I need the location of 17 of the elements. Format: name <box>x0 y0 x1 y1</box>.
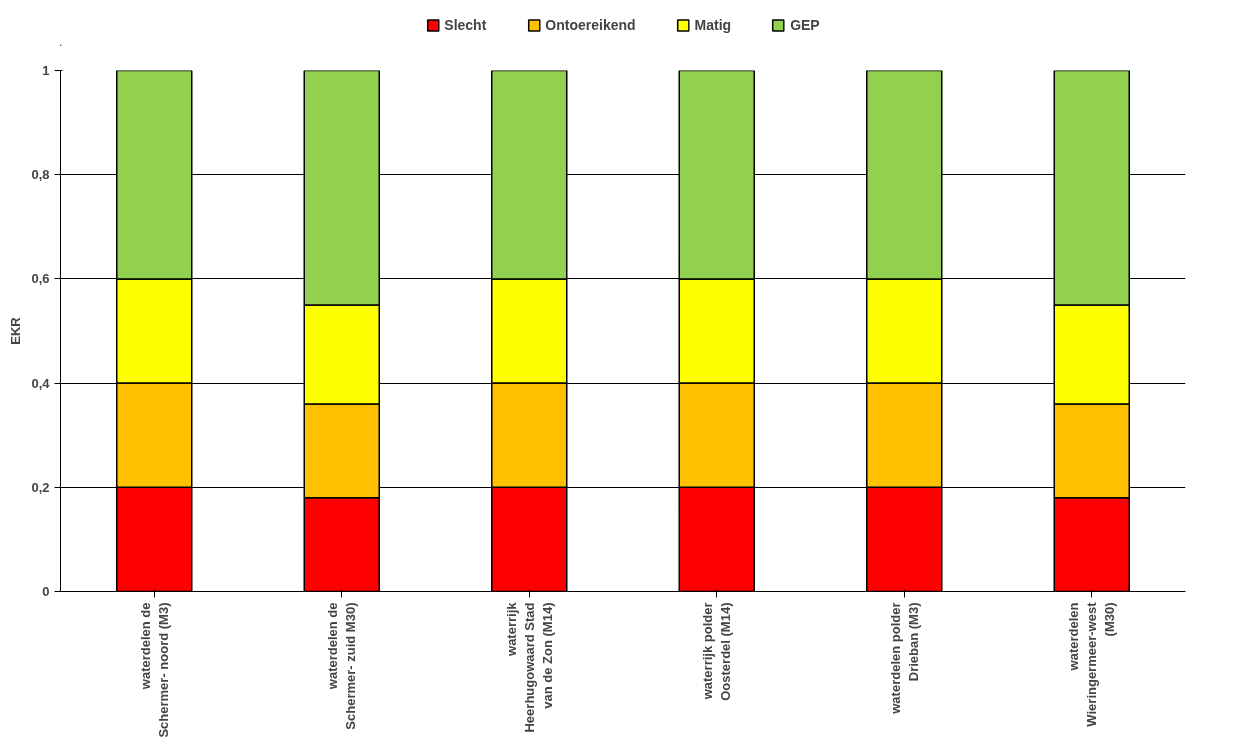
legend-label: Slecht <box>444 17 487 33</box>
legend-label: Matig <box>694 17 732 33</box>
x-tick-label: waterdelen de Schermer- zuid M30) <box>325 602 359 730</box>
y-axis-title: EKR <box>8 316 24 345</box>
x-tick-label: waterrijk polder Oosterdel (M14) <box>700 602 734 701</box>
y-tick-label: 1 <box>42 63 50 78</box>
legend-label: GEP <box>790 17 820 33</box>
y-tick-label: 0,2 <box>31 479 50 495</box>
x-tick-label: waterdelen polder Drieban (M3) <box>887 602 921 715</box>
x-tick-label: waterdelen de Schermer- noord (M3) <box>137 602 171 738</box>
y-tick-label: 0,4 <box>31 375 51 391</box>
y-tick-label: 0,8 <box>31 167 50 183</box>
x-tick-label: waterrijk Heerhugowaard Stad van de Zon (M14) <box>503 601 555 733</box>
x-tick-label: waterdelen Wieringermeer-west (M30) <box>1066 601 1118 727</box>
y-tick-label: 0,6 <box>31 271 50 287</box>
y-tick-label: 0 <box>42 584 50 599</box>
legend-label: Ontoereikend <box>545 17 636 33</box>
